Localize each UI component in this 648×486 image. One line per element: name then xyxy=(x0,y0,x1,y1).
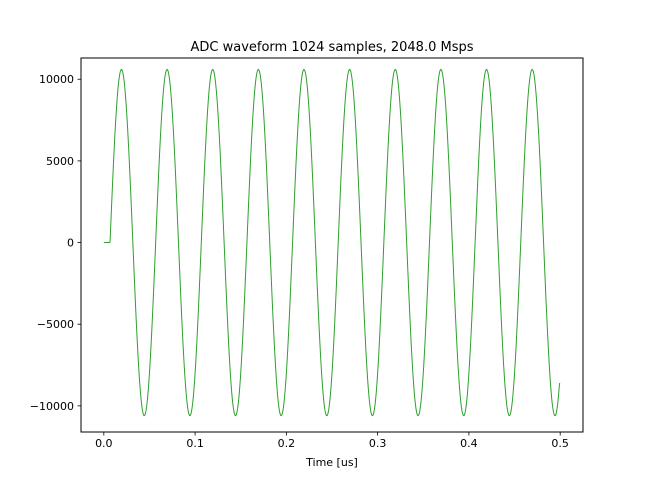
axes-frame xyxy=(80,57,584,433)
y-axis: −10000 −5000 0 5000 10000 xyxy=(30,73,81,413)
plot-area xyxy=(103,68,561,417)
y-tick-label: 0 xyxy=(67,237,74,250)
chart-title: ADC waveform 1024 samples, 2048.0 Msps xyxy=(191,40,474,55)
y-tick-label: 5000 xyxy=(46,155,74,168)
x-tick-label: 0.1 xyxy=(186,437,204,450)
x-tick-label: 0.4 xyxy=(460,437,478,450)
x-tick-label: 0.5 xyxy=(551,437,569,450)
waveform-line xyxy=(103,68,561,417)
y-tick-label: −5000 xyxy=(37,318,74,331)
x-tick-label: 0.3 xyxy=(369,437,387,450)
x-axis-label: Time [us] xyxy=(305,456,358,469)
y-tick-label: 10000 xyxy=(39,73,74,86)
x-tick-label: 0.2 xyxy=(278,437,296,450)
y-tick-label: −10000 xyxy=(30,400,74,413)
x-axis: 0.0 0.1 0.2 0.3 0.4 0.5 xyxy=(95,432,569,450)
x-tick-label: 0.0 xyxy=(95,437,113,450)
